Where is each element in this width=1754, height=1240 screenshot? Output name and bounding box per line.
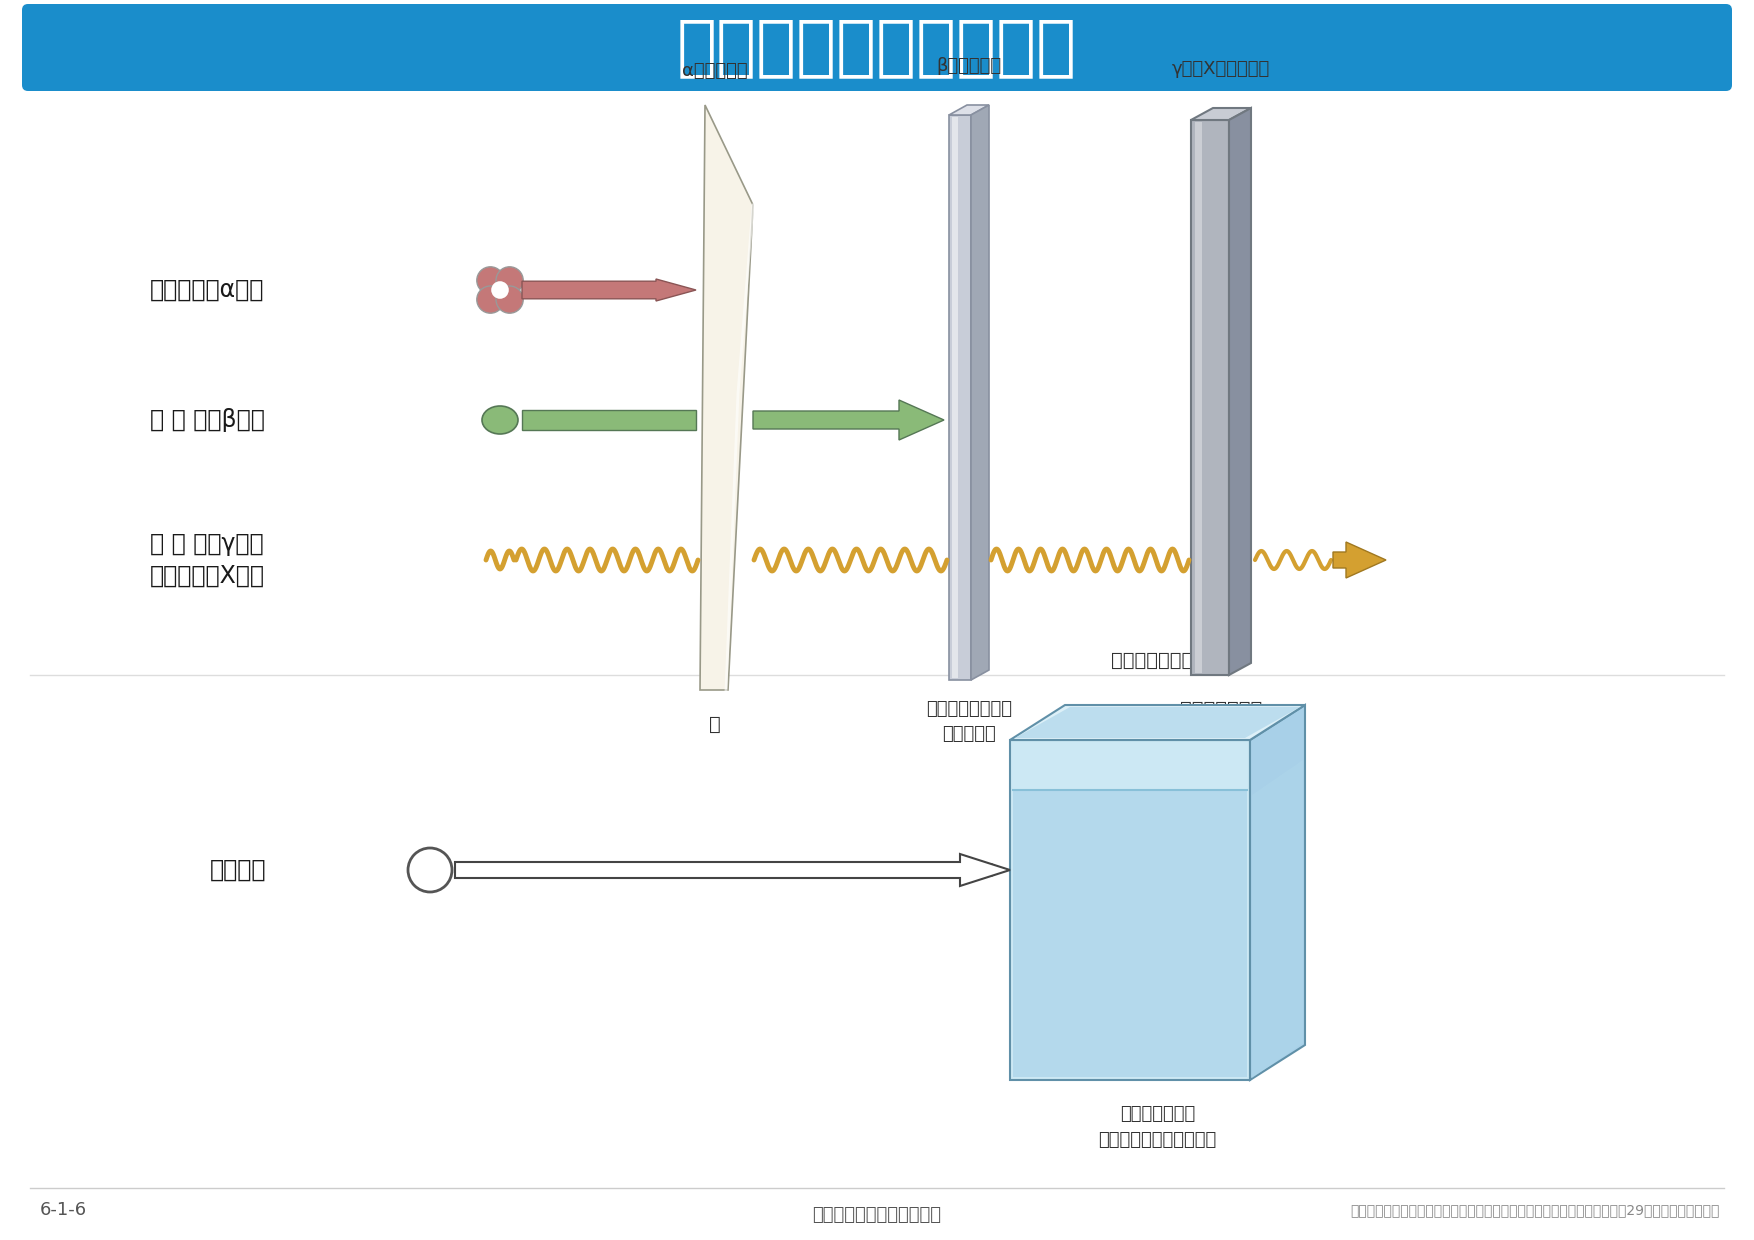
Text: ベ ー タ（β）線: ベ ー タ（β）線	[151, 408, 265, 432]
Polygon shape	[1016, 707, 1300, 738]
Text: ガ ン マ（γ）線: ガ ン マ（γ）線	[151, 532, 263, 556]
Text: 出典：環境省「放射線による健康影響等に関する統一的な基礎資料（平成29年度版）」より作成: 出典：環境省「放射線による健康影響等に関する統一的な基礎資料（平成29年度版）」…	[1351, 1203, 1721, 1216]
Polygon shape	[952, 117, 958, 678]
Polygon shape	[1252, 760, 1303, 1078]
Text: γ線、X線を弱める: γ線、X線を弱める	[1172, 60, 1270, 78]
Text: 鉛や鉄の厚い板: 鉛や鉄の厚い板	[1180, 701, 1263, 719]
Text: 中性子線を弱める: 中性子線を弱める	[1110, 651, 1205, 670]
Polygon shape	[1014, 790, 1247, 1078]
Circle shape	[477, 267, 503, 294]
Text: β線を止める: β線を止める	[937, 57, 1002, 74]
Text: 紙: 紙	[709, 715, 721, 734]
Circle shape	[491, 281, 509, 299]
Polygon shape	[1230, 108, 1251, 675]
Polygon shape	[1333, 542, 1386, 578]
Polygon shape	[1191, 108, 1251, 120]
Text: 中性子線: 中性子線	[210, 858, 267, 882]
Circle shape	[477, 286, 503, 314]
Text: 放射線の種類と透過力: 放射線の種類と透過力	[677, 15, 1077, 81]
Circle shape	[409, 848, 453, 892]
Polygon shape	[972, 105, 989, 680]
Text: アルミニウム等の
薄い金属板: アルミニウム等の 薄い金属板	[926, 701, 1012, 743]
Polygon shape	[949, 105, 989, 115]
Ellipse shape	[482, 405, 517, 434]
Polygon shape	[1251, 706, 1305, 1080]
Polygon shape	[752, 401, 944, 440]
Polygon shape	[454, 854, 1010, 887]
Text: エックス（X）線: エックス（X）線	[151, 564, 265, 588]
Text: 6-1-6: 6-1-6	[40, 1202, 88, 1219]
Text: 水素を含む物質
例えば水やコンクリート: 水素を含む物質 例えば水やコンクリート	[1098, 1105, 1217, 1149]
Polygon shape	[1191, 120, 1230, 675]
Circle shape	[496, 267, 523, 294]
Polygon shape	[1010, 740, 1251, 1080]
Polygon shape	[949, 115, 972, 680]
Text: 原子力・エネルギー図面集: 原子力・エネルギー図面集	[812, 1207, 942, 1224]
Text: アルファ（α）線: アルファ（α）線	[151, 278, 265, 303]
FancyBboxPatch shape	[523, 410, 696, 430]
Text: α線を止める: α線を止める	[682, 62, 747, 81]
Polygon shape	[1010, 706, 1305, 740]
Polygon shape	[523, 279, 696, 301]
Polygon shape	[1194, 122, 1201, 673]
Polygon shape	[700, 105, 752, 689]
FancyBboxPatch shape	[23, 4, 1731, 91]
Circle shape	[496, 286, 523, 314]
